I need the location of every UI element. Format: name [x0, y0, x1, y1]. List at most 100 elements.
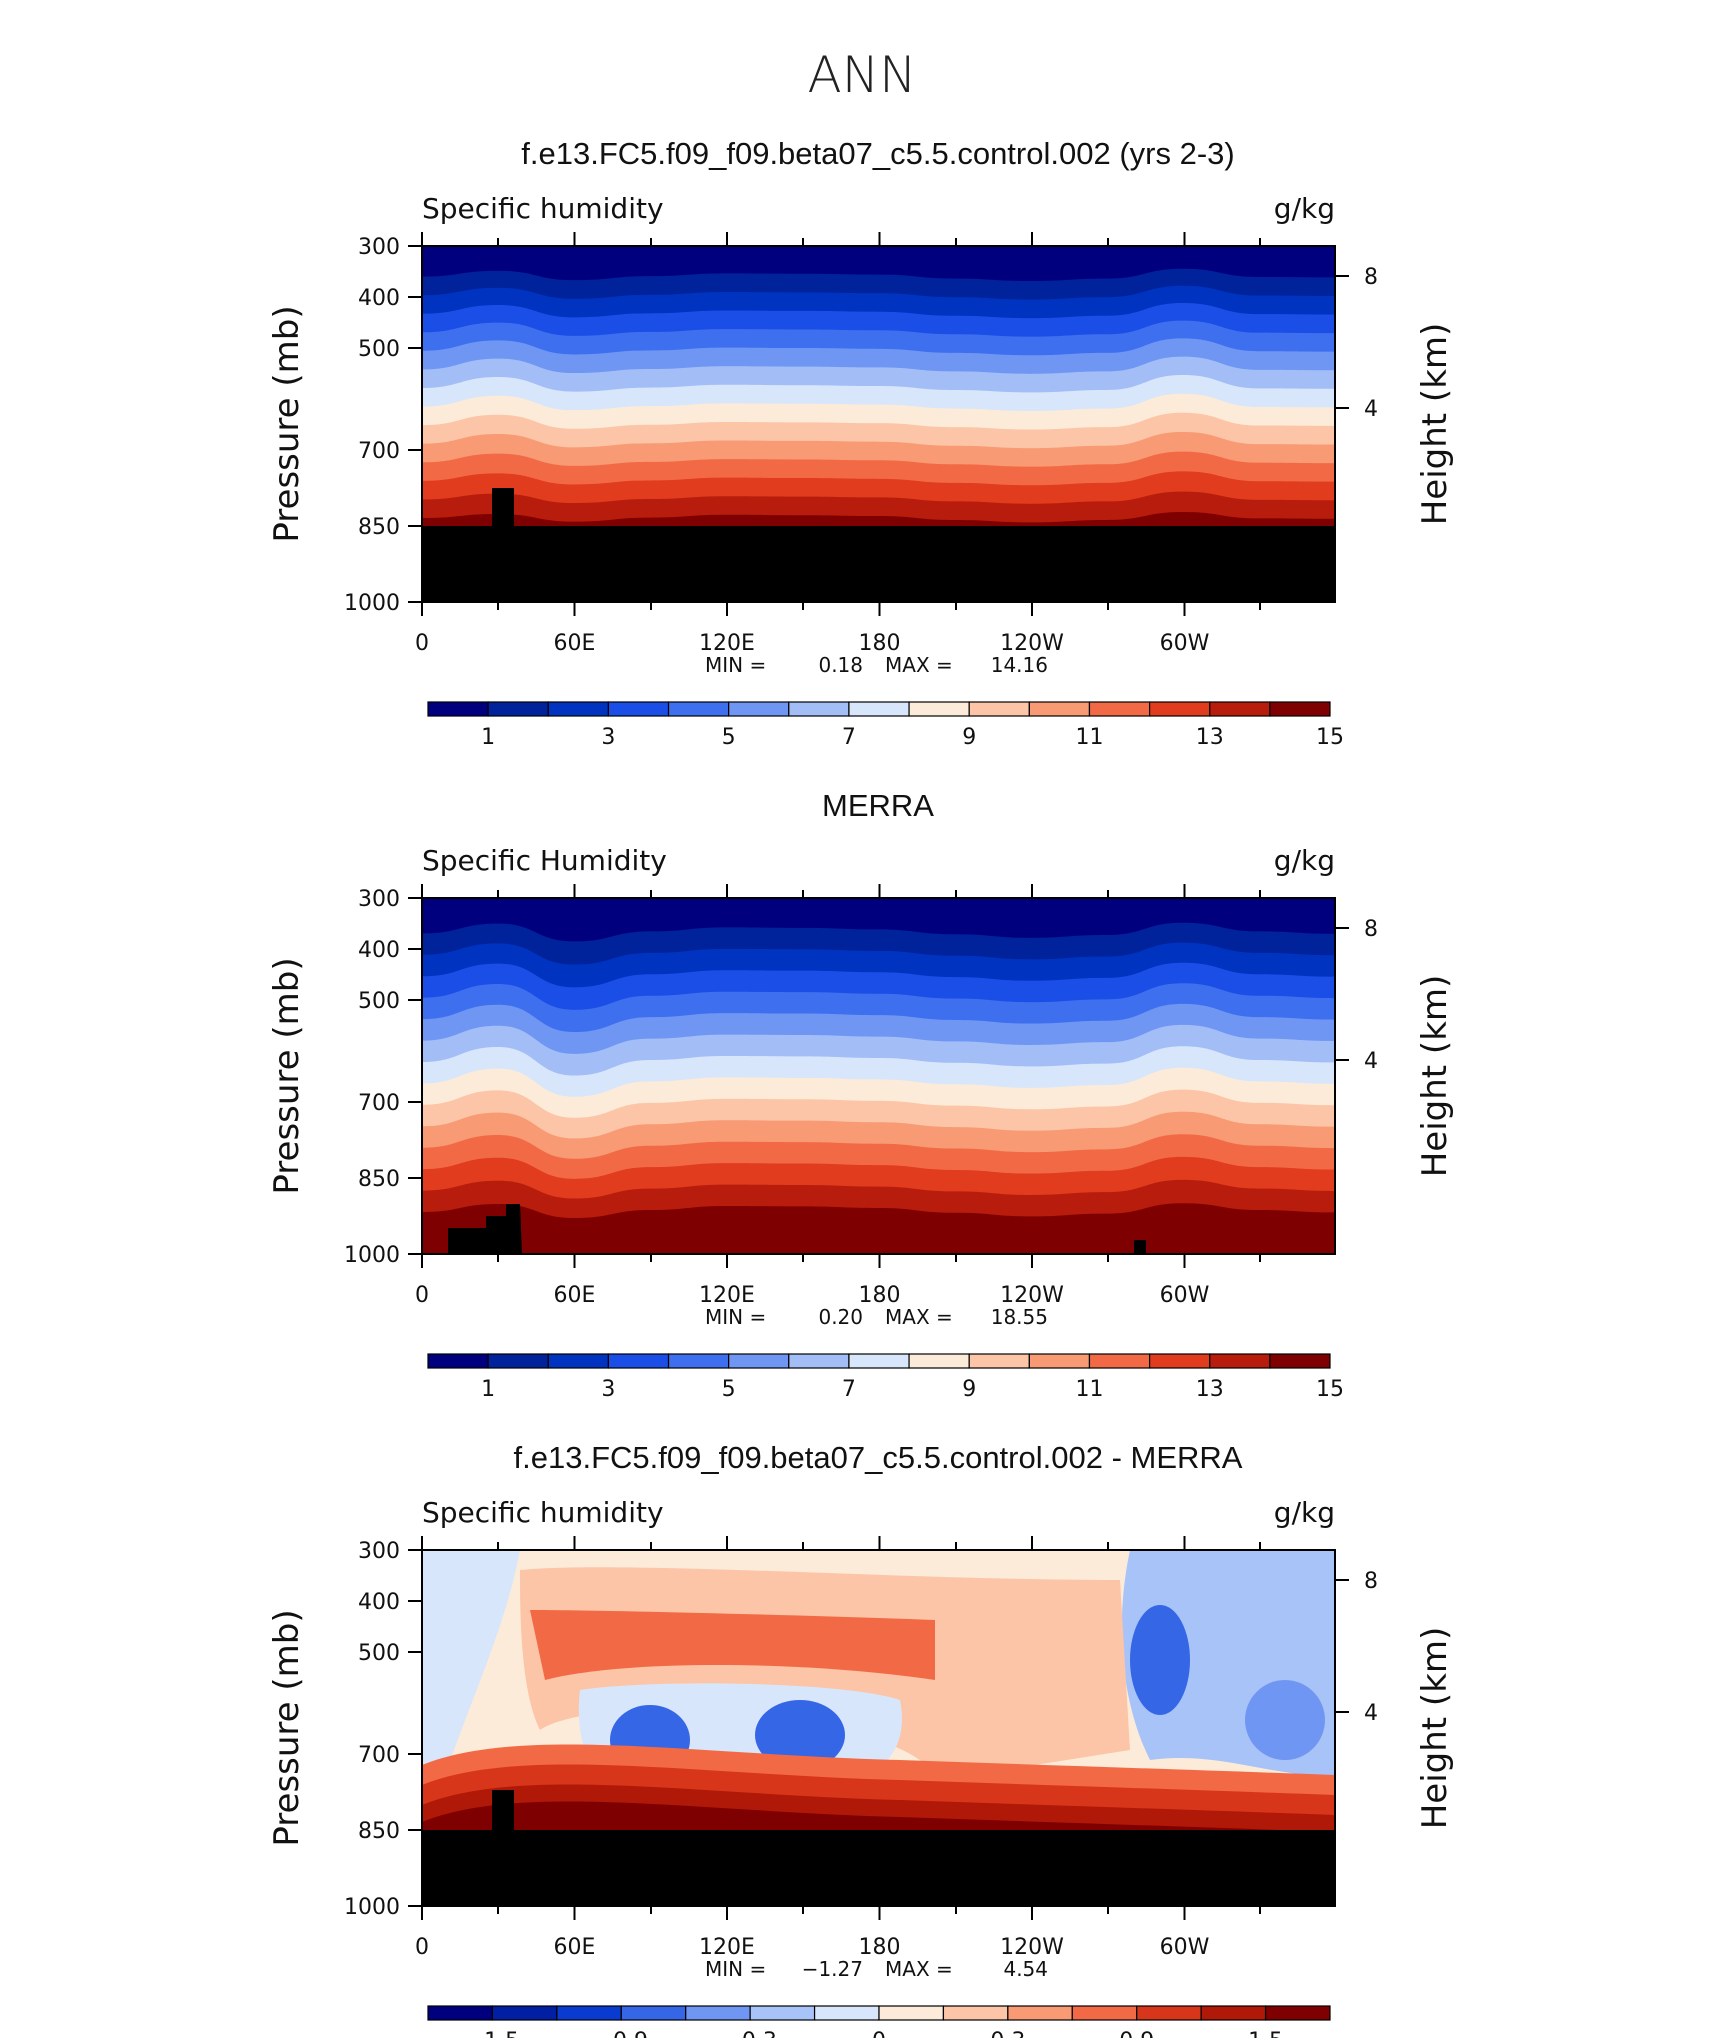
y-tick-label: 700	[358, 439, 400, 464]
land-mask-africa	[448, 1204, 522, 1254]
y-tick-label: 400	[358, 938, 400, 963]
colorbar-box	[427, 2005, 494, 2021]
colorbar-box	[667, 701, 730, 717]
panel-1-field	[422, 246, 1335, 602]
colorbar-box	[491, 2005, 558, 2021]
y-right-tick-label: 4	[1364, 1049, 1378, 1074]
main-title: ANN	[807, 46, 916, 104]
min-value: 0.20	[818, 1305, 863, 1329]
colorbar-box	[908, 701, 970, 717]
colorbar-box	[1148, 1353, 1211, 1369]
colorbar-box	[487, 701, 549, 717]
y-right-tick-label: 8	[1364, 1569, 1378, 1594]
y-tick-label: 1000	[344, 1243, 400, 1268]
colorbar-label: 11	[1075, 725, 1103, 750]
colorbar-label: 13	[1196, 725, 1224, 750]
y-right-tick-label: 8	[1364, 917, 1378, 942]
y-tick-label: 400	[358, 286, 400, 311]
colorbar-box	[749, 2005, 816, 2021]
colorbar-box	[968, 1353, 1030, 1369]
x-tick-label: 60E	[554, 631, 596, 656]
land-mask	[422, 1830, 1335, 1906]
panel-2-field	[422, 898, 1335, 1254]
y-tick-label: 700	[358, 1091, 400, 1116]
colorbar-label: 15	[1316, 725, 1344, 750]
colorbar-box	[607, 1353, 670, 1369]
colorbar-box	[813, 2005, 880, 2021]
x-tick-label: 180	[859, 1283, 901, 1308]
colorbar-box	[942, 2005, 1009, 2021]
y-right-tick-label: 4	[1364, 1701, 1378, 1726]
colorbar-box	[1200, 2005, 1267, 2021]
colorbar-box	[1269, 1353, 1331, 1369]
colorbar-label: 3	[601, 725, 615, 750]
max-value: 18.55	[991, 1305, 1048, 1329]
colorbar-box	[1209, 1353, 1271, 1369]
panel-1-axes: 300 400 500 700 850 1000 8 4 0 60E 120E 180 120W 60W P…	[267, 136, 1455, 677]
y-axis-label: Pressure (mb)	[267, 1609, 307, 1846]
left-string: Specific humidity	[422, 1496, 664, 1529]
right-string: g/kg	[1274, 844, 1335, 877]
colorbar-box	[848, 701, 910, 717]
x-tick-label: 120W	[1000, 1935, 1064, 1960]
y-tick-label: 300	[358, 235, 400, 260]
x-tick-label: 120E	[699, 1935, 755, 1960]
max-value: 14.16	[991, 653, 1048, 677]
x-tick-label: 180	[859, 631, 901, 656]
colorbar-label: −1.5	[466, 2029, 519, 2038]
panel-1-colorbar: 1 3 5 7 9 11 13 15	[427, 701, 1344, 750]
y-tick-label: 300	[358, 1539, 400, 1564]
x-tick-label: 0	[415, 1283, 429, 1308]
diff-region-neg-west	[422, 1550, 520, 1820]
panel-3-colorbar: −1.5 −0.9 −0.3 0 0.3 0.9 1.5	[427, 2005, 1331, 2038]
x-tick-label: 0	[415, 1935, 429, 1960]
colorbar-box	[1148, 701, 1211, 717]
colorbar-label: 1	[481, 1377, 495, 1402]
colorbar-label: 15	[1316, 1377, 1344, 1402]
max-label: MAX =	[885, 1957, 953, 1981]
y-axis-label: Pressure (mb)	[267, 957, 307, 1194]
y-tick-label: 850	[358, 515, 400, 540]
colorbar-label: 9	[962, 725, 976, 750]
colorbar-box	[1264, 2005, 1331, 2021]
colorbar-box	[908, 1353, 970, 1369]
colorbar-label: 11	[1075, 1377, 1103, 1402]
humidity-band-14	[422, 1203, 1335, 1254]
panel-title: f.e13.FC5.f09_f09.beta07_c5.5.control.00…	[521, 136, 1234, 171]
y-right-tick-label: 4	[1364, 397, 1378, 422]
y-tick-label: 1000	[344, 1895, 400, 1920]
y-right-tick-label: 8	[1364, 265, 1378, 290]
y-right-axis-label: Height (km)	[1415, 975, 1455, 1178]
colorbar-label: −0.9	[595, 2029, 648, 2038]
min-label: MIN =	[705, 1957, 766, 1981]
min-label: MIN =	[705, 653, 766, 677]
colorbar-box	[685, 2005, 751, 2021]
y-tick-label: 500	[358, 337, 400, 362]
right-string: g/kg	[1274, 1496, 1335, 1529]
min-value: −1.27	[802, 1957, 863, 1981]
x-tick-label: 120W	[1000, 631, 1064, 656]
max-value: 4.54	[1003, 1957, 1048, 1981]
y-tick-label: 850	[358, 1819, 400, 1844]
x-tick-label: 120E	[699, 631, 755, 656]
colorbar-box	[547, 701, 609, 717]
colorbar-box	[1007, 2005, 1073, 2021]
right-string: g/kg	[1274, 192, 1335, 225]
colorbar-label: 3	[601, 1377, 615, 1402]
min-value: 0.18	[818, 653, 863, 677]
y-right-axis-label: Height (km)	[1415, 1627, 1455, 1830]
colorbar-box	[1071, 2005, 1138, 2021]
colorbar-box	[728, 1353, 790, 1369]
colorbar-box	[1028, 701, 1091, 717]
colorbar-box	[848, 1353, 910, 1369]
diff-region-pos-upper	[530, 1610, 935, 1680]
colorbar-box	[487, 1353, 549, 1369]
colorbar-label: −0.3	[723, 2029, 776, 2038]
colorbar-label: 0.3	[990, 2029, 1025, 2038]
x-tick-label: 60W	[1160, 1283, 1210, 1308]
colorbar-label: 9	[962, 1377, 976, 1402]
land-mask	[422, 526, 1335, 602]
colorbar-label: 7	[842, 725, 856, 750]
panel-2-axes: 300 400 500 700 850 1000 8 4 0 60E 120E 180 120W 60W P…	[267, 788, 1455, 1329]
